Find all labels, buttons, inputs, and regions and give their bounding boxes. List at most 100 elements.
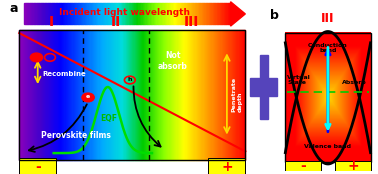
Circle shape [30,53,43,62]
Bar [42,3,43,24]
Bar [237,30,239,160]
Bar [33,3,34,24]
Bar [56,30,57,160]
Bar [128,30,129,160]
Bar [86,30,87,160]
Bar [191,3,192,24]
Polygon shape [231,2,245,26]
Circle shape [82,93,94,102]
Bar [143,30,144,160]
Bar [72,3,74,24]
Bar [285,33,370,162]
Bar [90,30,91,160]
Bar [27,30,28,160]
Text: Not
absorb: Not absorb [158,51,188,71]
Bar [135,30,136,160]
Bar [167,3,169,24]
Text: -: - [35,160,40,174]
Bar [76,30,77,160]
Bar [79,30,80,160]
Bar [155,30,156,160]
Bar [199,30,200,160]
Bar [26,30,27,160]
Bar [171,3,173,24]
Bar [228,30,229,160]
Bar [41,30,42,160]
Bar [89,30,90,160]
Bar [93,3,94,24]
Bar [225,30,226,160]
Bar [188,30,189,160]
Bar [65,30,66,160]
Bar [75,30,76,160]
Bar [158,30,160,160]
Bar [86,3,87,24]
Bar [58,30,59,160]
Bar [146,30,147,160]
Bar [165,30,166,160]
Bar [34,30,35,160]
Bar [114,30,115,160]
Bar [143,3,144,24]
Bar [95,30,96,160]
Bar [136,3,137,24]
Bar [102,3,104,24]
Bar [228,3,229,24]
Bar [110,3,111,24]
Bar [115,30,116,160]
Bar [45,3,46,24]
Bar [208,158,245,174]
Bar [219,30,220,160]
Bar [75,3,76,24]
Bar [129,30,130,160]
Bar [211,30,212,160]
Bar [36,30,37,160]
Bar [50,3,52,24]
Bar [243,30,244,160]
Bar [157,30,158,160]
Bar [133,3,134,24]
Bar [99,30,101,160]
Bar [166,30,167,160]
Text: Recombine: Recombine [43,71,86,77]
Bar [126,3,127,24]
Bar [125,30,127,160]
Bar [177,3,178,24]
Bar [215,30,216,160]
Text: EQF: EQF [101,114,118,123]
Bar [19,30,20,160]
Bar [226,30,227,160]
Bar [152,3,153,24]
Bar [23,30,24,160]
Bar [224,30,225,160]
Text: +: + [221,160,233,174]
Bar [183,3,184,24]
Bar [215,3,217,24]
Bar [101,3,102,24]
Bar [77,30,78,160]
Bar [170,3,171,24]
Bar [48,30,49,160]
Bar [65,3,67,24]
Bar [150,30,152,160]
Bar [64,3,65,24]
Bar [198,3,199,24]
Bar [30,3,31,24]
Bar [60,3,61,24]
Bar [180,3,181,24]
Bar [122,3,123,24]
Bar [37,3,38,24]
Bar [204,3,206,24]
Text: +: + [347,159,359,173]
Bar [220,30,222,160]
Bar [50,30,51,160]
Bar [43,3,45,24]
Bar [199,3,200,24]
Text: Conduction
band: Conduction band [308,43,348,53]
Bar [104,3,105,24]
Bar [102,30,103,160]
Bar [25,30,26,160]
Bar [175,3,177,24]
Bar [153,30,154,160]
Bar [169,3,170,24]
